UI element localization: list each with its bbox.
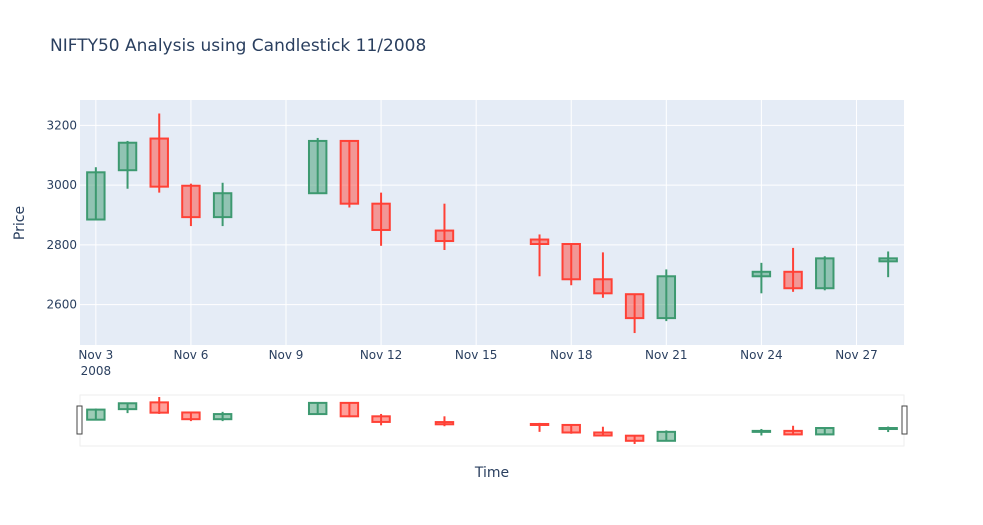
mini-candle-body	[656, 430, 677, 442]
x-tick-label: Nov 9	[269, 348, 304, 362]
mini-candle-body	[624, 434, 645, 442]
x-tick-label: Nov 12	[360, 348, 403, 362]
candle-body-decreasing	[181, 184, 201, 219]
candle-body-decreasing	[783, 270, 803, 290]
x-tick-label: Nov 3	[78, 348, 113, 362]
y-axis-title: Price	[12, 206, 28, 240]
chart-title: NIFTY50 Analysis using Candlestick 11/20…	[50, 36, 426, 56]
candles[interactable]	[86, 113, 898, 334]
mini-candle-body	[307, 401, 328, 416]
x-tick-label: Nov 15	[455, 348, 498, 362]
x-tick-year-label: 2008	[81, 364, 112, 378]
candle-body-increasing	[212, 192, 233, 219]
mini-candle-body	[149, 401, 169, 414]
x-tick-label: Nov 21	[645, 348, 688, 362]
range-slider-right-handle[interactable]	[901, 405, 908, 435]
candle-body-increasing	[307, 139, 328, 195]
y-tick-label: 2800	[46, 238, 77, 252]
gridlines	[80, 100, 904, 345]
candle-body-decreasing	[593, 278, 613, 295]
candle-body-decreasing	[624, 293, 645, 320]
candle-body-increasing	[656, 275, 677, 320]
candle-body-increasing	[878, 257, 898, 263]
mini-candle-body	[815, 427, 835, 436]
range-slider-background	[79, 394, 905, 447]
mini-candle-body	[783, 429, 803, 436]
candle-body-increasing	[751, 270, 772, 278]
x-tick-label: Nov 27	[835, 348, 878, 362]
x-tick-label: Nov 18	[550, 348, 593, 362]
mini-candle-body	[878, 427, 898, 431]
x-tick-label: Nov 6	[173, 348, 208, 362]
y-tick-label: 3000	[46, 178, 77, 192]
mini-candle-body	[371, 415, 391, 423]
mini-candle-body	[86, 408, 106, 421]
candle-body-decreasing	[561, 243, 581, 281]
mini-candle-body	[339, 401, 360, 418]
x-axis-title: Time	[474, 465, 509, 481]
mini-candle-body	[117, 402, 138, 411]
mini-candle-body	[593, 431, 613, 437]
mini-candle-body	[561, 423, 581, 434]
x-tick-labels: Nov 3 2008 Nov 6 Nov 9 Nov 12 Nov 15 Nov 18 Nov…	[78, 348, 877, 378]
range-slider-candles	[86, 397, 898, 444]
range-slider[interactable]	[76, 394, 908, 447]
candle-body-decreasing	[149, 137, 169, 188]
mini-candle-body	[751, 429, 772, 433]
range-slider-left-handle[interactable]	[76, 405, 83, 435]
y-tick-label: 3200	[46, 118, 77, 132]
candle-body-decreasing	[434, 229, 455, 243]
y-tick-label: 2600	[46, 298, 77, 312]
candle-body-increasing	[117, 141, 138, 172]
candle-body-decreasing	[371, 202, 391, 231]
plot-background	[80, 100, 904, 345]
x-tick-label: Nov 24	[740, 348, 783, 362]
mini-candle-body	[434, 421, 455, 426]
candle-body-decreasing	[339, 139, 360, 205]
candle-body-increasing	[86, 171, 106, 221]
candle-body-decreasing	[529, 238, 550, 246]
mini-candle-body	[212, 413, 233, 421]
mini-candle-body	[529, 422, 550, 426]
candle-body-increasing	[815, 257, 835, 290]
mini-candle-body	[181, 411, 201, 421]
y-tick-labels: 2600 2800 3000 3200	[46, 118, 77, 311]
